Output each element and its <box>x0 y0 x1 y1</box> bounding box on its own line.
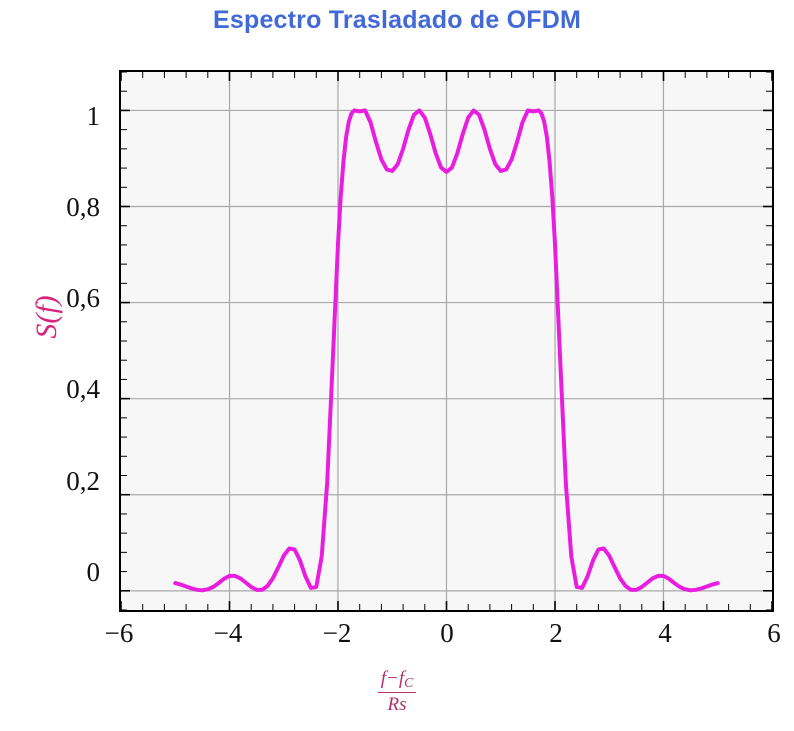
x-axis-label-numerator: f−fC <box>377 668 417 693</box>
xtick-label-m6: −6 <box>104 618 134 648</box>
x-num-f2: f <box>398 668 405 689</box>
y-axis-label: S(f) <box>30 262 64 372</box>
ytick-label-0p8: 0,8 <box>66 192 100 222</box>
x-num-minus: − <box>386 668 399 689</box>
ytick-label-0p2: 0,2 <box>66 466 100 496</box>
spectrum-curve <box>173 108 720 593</box>
x-axis-label: f−fC Rs <box>0 668 794 716</box>
plot-area <box>119 70 774 612</box>
ytick-label-0: 0 <box>86 557 101 587</box>
axis-ticks <box>121 72 772 610</box>
x-axis-label-fraction: f−fC Rs <box>377 668 417 716</box>
ytick-label-0p6: 0,6 <box>66 283 100 313</box>
xtick-label-m2: −2 <box>322 618 352 648</box>
ytick-label-1: 1 <box>86 101 101 131</box>
xtick-label-m4: −4 <box>213 618 243 648</box>
y-axis-label-text: S(f) <box>30 295 63 339</box>
page-title: Espectro Trasladado de OFDM <box>213 6 581 34</box>
x-num-f1: f <box>380 668 387 689</box>
ytick-label-0p4: 0,4 <box>66 374 100 404</box>
plot-svg <box>121 72 772 610</box>
grid-horizontal <box>121 109 772 592</box>
x-axis-label-denominator: Rs <box>387 693 407 715</box>
xtick-label-0: 0 <box>440 618 454 648</box>
x-num-subscript: C <box>404 675 414 690</box>
xtick-label-6: 6 <box>767 618 781 648</box>
xtick-label-2: 2 <box>549 618 563 648</box>
xtick-label-4: 4 <box>658 618 672 648</box>
grid-vertical <box>228 72 665 610</box>
